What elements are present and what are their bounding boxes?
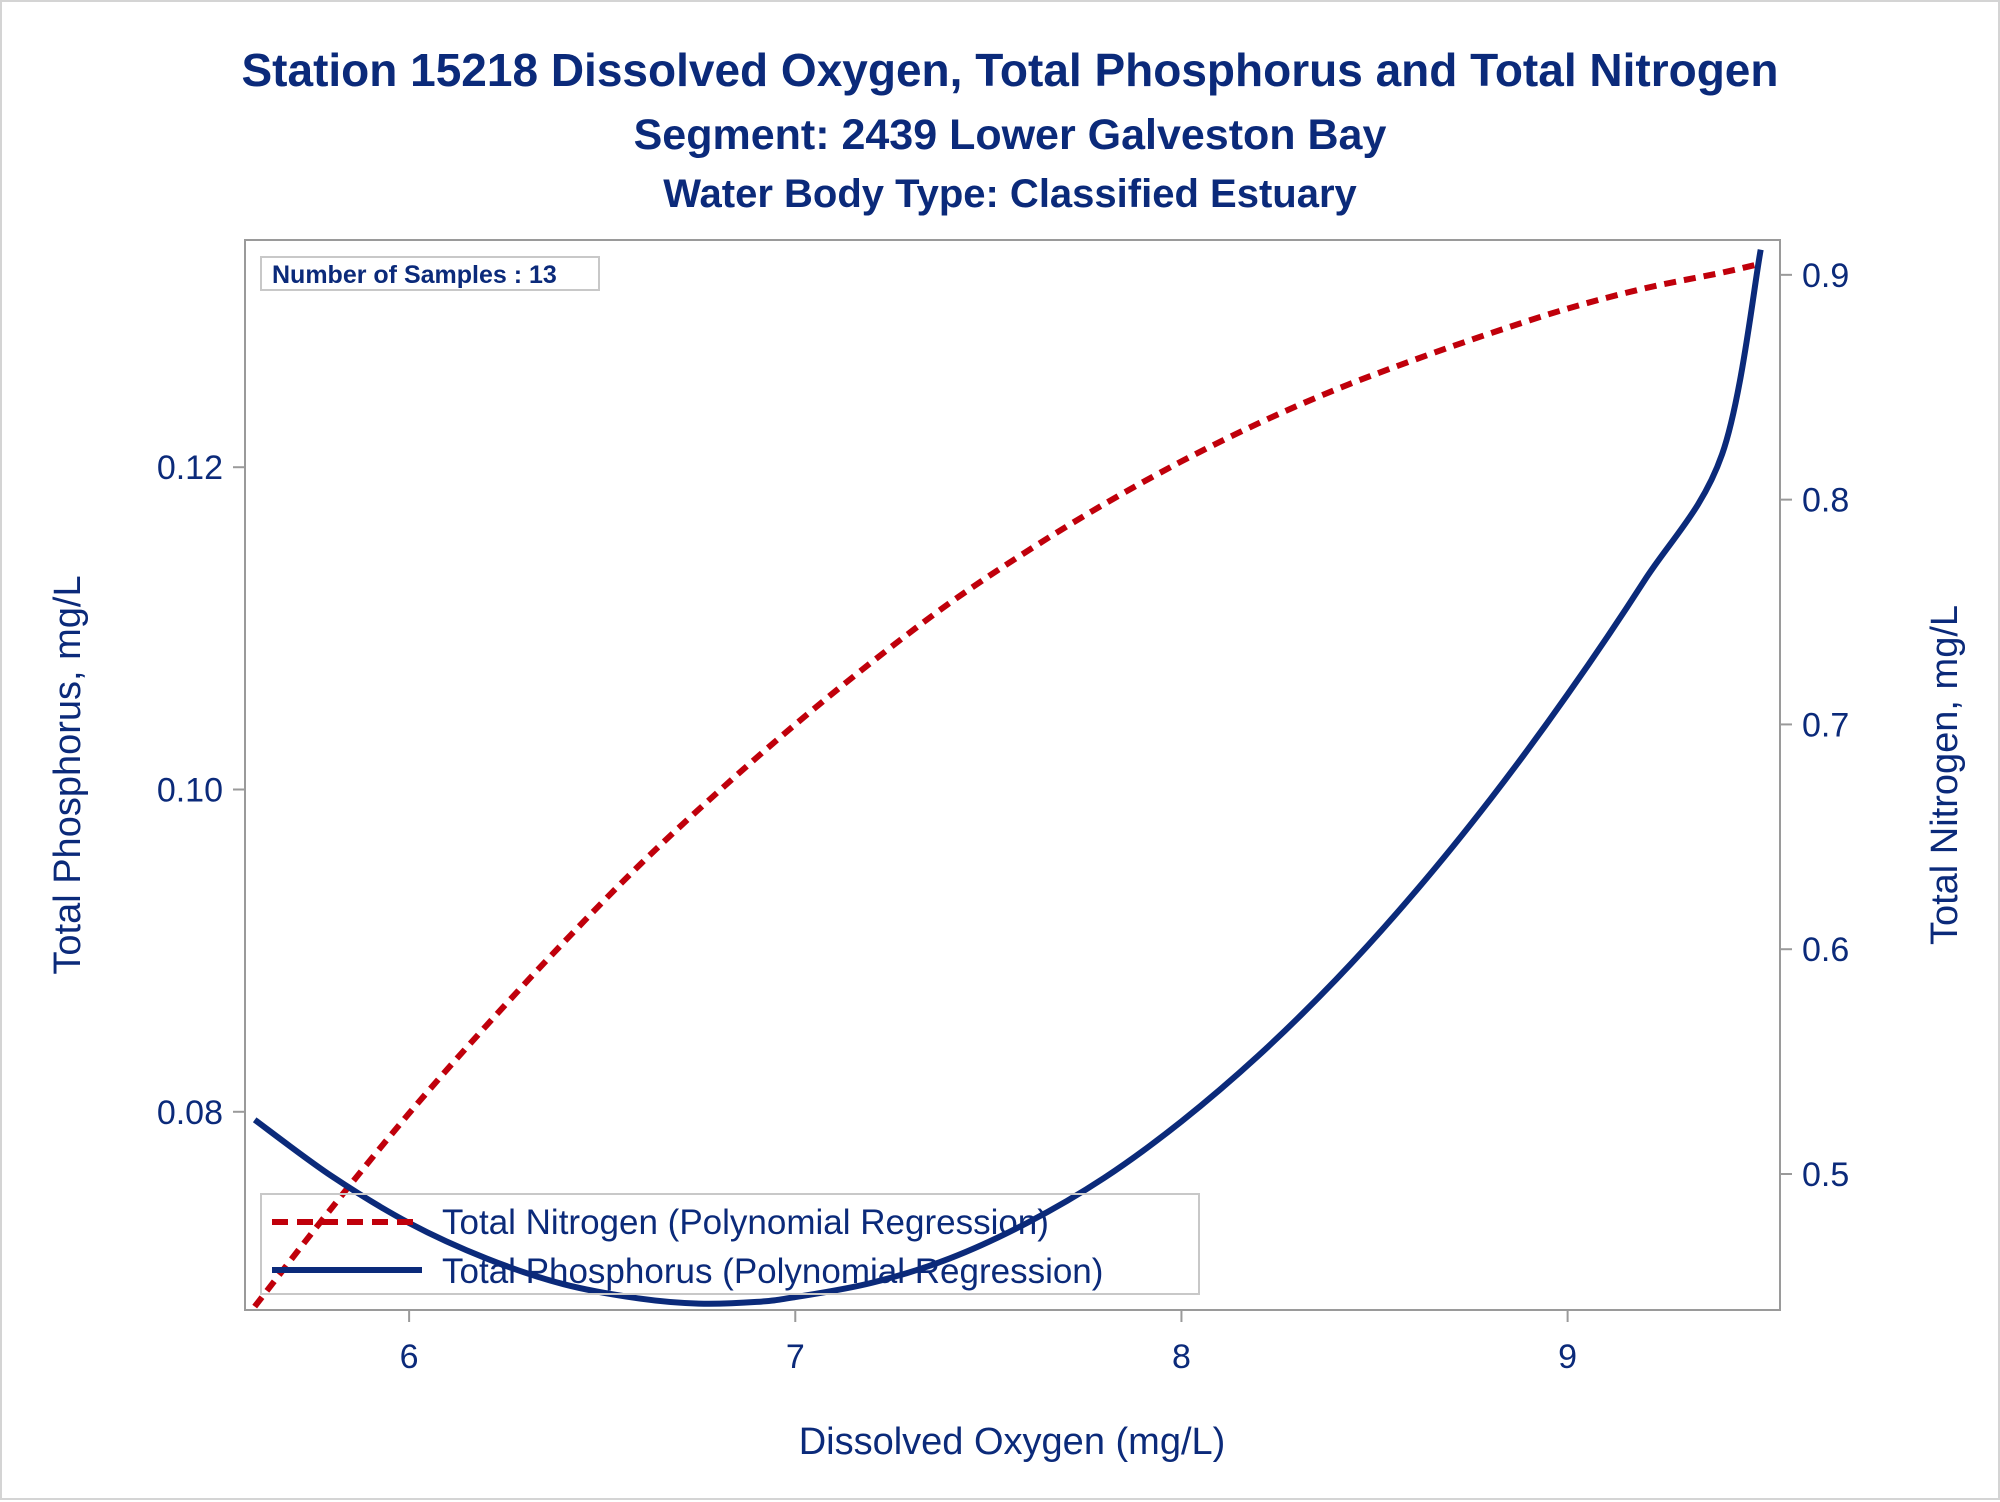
y2-tick-label: 0.6 bbox=[1802, 931, 1849, 969]
y2-tick-label: 0.8 bbox=[1802, 482, 1849, 520]
series-line-nitrogen bbox=[252, 260, 1762, 1309]
y2-tick-label: 0.9 bbox=[1802, 257, 1849, 295]
y-axis-left: 0.08 0.10 0.12 bbox=[157, 449, 245, 1132]
legend-label-phosphorus: Total Phosphorus (Polynomial Regression) bbox=[442, 1252, 1103, 1291]
plot-area bbox=[244, 239, 1781, 1311]
chart-subtitle-water-body: Water Body Type: Classified Estuary bbox=[663, 172, 1357, 216]
series-layer bbox=[252, 249, 1764, 1309]
legend-label-nitrogen: Total Nitrogen (Polynomial Regression) bbox=[442, 1203, 1049, 1242]
y-tick-label: 0.10 bbox=[157, 772, 223, 810]
x-axis: 6 7 8 9 bbox=[400, 1310, 1577, 1376]
x-tick-label: 6 bbox=[400, 1338, 419, 1376]
x-tick-label: 7 bbox=[786, 1338, 805, 1376]
legend-box bbox=[260, 1193, 1200, 1295]
y-tick-label: 0.12 bbox=[157, 449, 223, 487]
x-tick-label: 9 bbox=[1558, 1338, 1577, 1376]
x-tick-label: 8 bbox=[1172, 1338, 1191, 1376]
y-axis-label: Total Phosphorus, mg/L bbox=[47, 575, 89, 974]
series-line-phosphorus bbox=[252, 249, 1764, 1307]
y2-tick-label: 0.7 bbox=[1802, 706, 1849, 744]
y2-tick-label: 0.5 bbox=[1802, 1156, 1849, 1194]
y2-axis-label: Total Nitrogen, mg/L bbox=[1924, 605, 1966, 945]
y-axis-right: 0.5 0.6 0.7 0.8 0.9 bbox=[1780, 257, 1849, 1194]
x-axis-label: Dissolved Oxygen (mg/L) bbox=[799, 1421, 1226, 1463]
y-tick-label: 0.08 bbox=[157, 1094, 223, 1132]
chart-subtitle-segment: Segment: 2439 Lower Galveston Bay bbox=[634, 111, 1387, 159]
samples-inset-box bbox=[260, 256, 600, 291]
chart-title: Station 15218 Dissolved Oxygen, Total Ph… bbox=[241, 44, 1778, 96]
samples-inset-label: Number of Samples : 13 bbox=[272, 261, 557, 289]
